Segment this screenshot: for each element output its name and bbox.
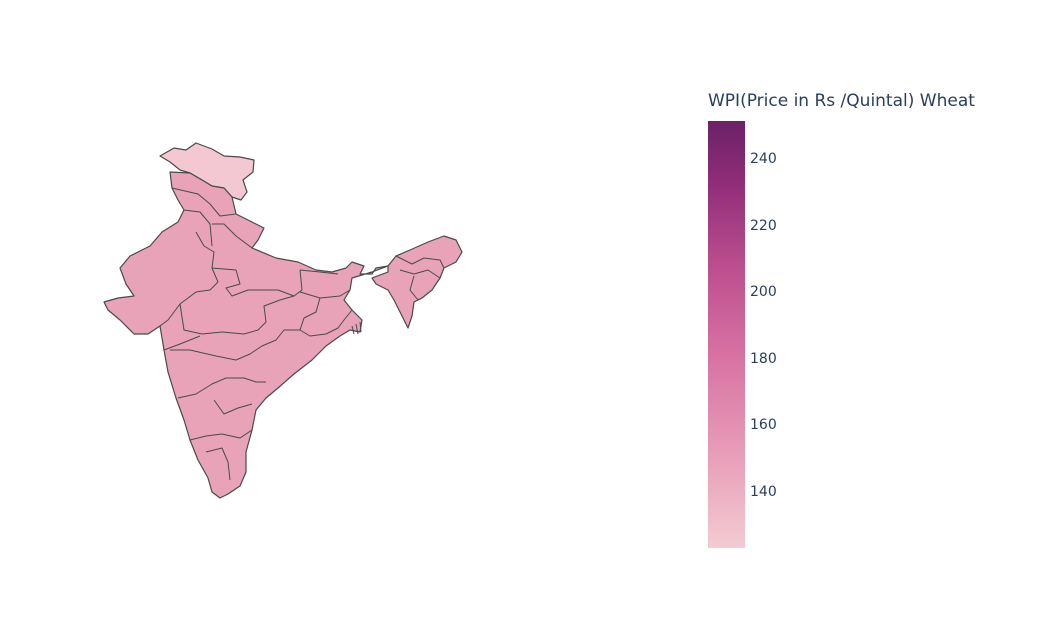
colorbar-tick-160: 160 — [750, 417, 777, 433]
region-mainland[interactable] — [103, 171, 389, 499]
colorbar-gradient — [708, 121, 745, 548]
colorbar — [708, 121, 745, 548]
region-northeast[interactable] — [371, 235, 463, 329]
delta-coast-detail — [351, 321, 362, 335]
state-borders — [159, 187, 445, 481]
colorbar-tick-220: 220 — [750, 218, 777, 234]
colorbar-tick-140: 140 — [750, 484, 777, 500]
colorbar-tick-240: 240 — [750, 151, 777, 167]
colorbar-tick-180: 180 — [750, 351, 777, 367]
legend-title: WPI(Price in Rs /Quintal) Wheat — [708, 91, 975, 111]
colorbar-tick-200: 200 — [750, 284, 777, 300]
